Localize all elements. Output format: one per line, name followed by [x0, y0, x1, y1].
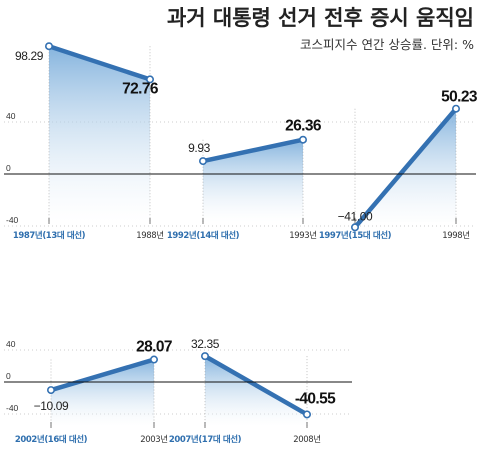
x-tick-label: 2008년 [293, 434, 320, 445]
y-tick-label: 0 [6, 371, 11, 381]
data-point [150, 355, 159, 364]
x-tick-label: 1993년 [289, 230, 316, 241]
x-tick-label: 1997년(15대 대선) [319, 230, 392, 241]
data-label: 26.36 [285, 118, 322, 135]
y-tick-label: 40 [6, 111, 16, 121]
data-label: 72.76 [122, 80, 159, 97]
series-line [202, 353, 310, 417]
x-tick-label: 1998년 [442, 230, 469, 241]
data-label: −41.00 [338, 209, 373, 223]
x-tick-label: 2002년(16대 대선) [15, 434, 88, 445]
series-area [51, 359, 154, 426]
series-area [203, 139, 303, 222]
x-tick-label: 2007년(17대 대선) [169, 434, 242, 445]
data-point [451, 104, 460, 113]
data-point [46, 386, 55, 395]
data-point [350, 223, 359, 232]
chart-subtitle: 코스피지수 연간 상승률. 단위: % [300, 37, 474, 52]
series-line [48, 357, 157, 393]
y-tick-label: -40 [6, 215, 19, 225]
x-tick-label: 2003년 [140, 434, 167, 445]
y-tick-label: -40 [6, 403, 19, 413]
data-point [298, 135, 307, 144]
series-area [49, 46, 150, 223]
data-label: 98.29 [15, 49, 44, 63]
data-point [201, 352, 210, 361]
data-point [302, 410, 311, 419]
data-label: 50.23 [441, 89, 478, 106]
x-tick-label: 1988년 [136, 230, 163, 241]
chart-title: 과거 대통령 선거 전후 증시 움직임 [167, 6, 474, 30]
data-label: -40.55 [295, 390, 336, 407]
y-tick-label: 40 [6, 339, 16, 349]
series-area [205, 356, 307, 426]
series-line [46, 43, 153, 82]
data-label: 32.35 [191, 337, 220, 351]
x-tick-label: 1992년(14대 대선) [167, 230, 240, 241]
data-label: −10.09 [34, 399, 69, 413]
x-tick-label: 1987년(13대 대선) [13, 230, 86, 241]
y-tick-label: 0 [6, 163, 11, 173]
series-line [200, 137, 306, 164]
data-point [199, 157, 208, 166]
data-label: 28.07 [136, 339, 172, 356]
data-label: 9.93 [188, 141, 210, 155]
series-line [352, 106, 459, 230]
data-point [146, 75, 155, 84]
data-point [44, 42, 53, 51]
